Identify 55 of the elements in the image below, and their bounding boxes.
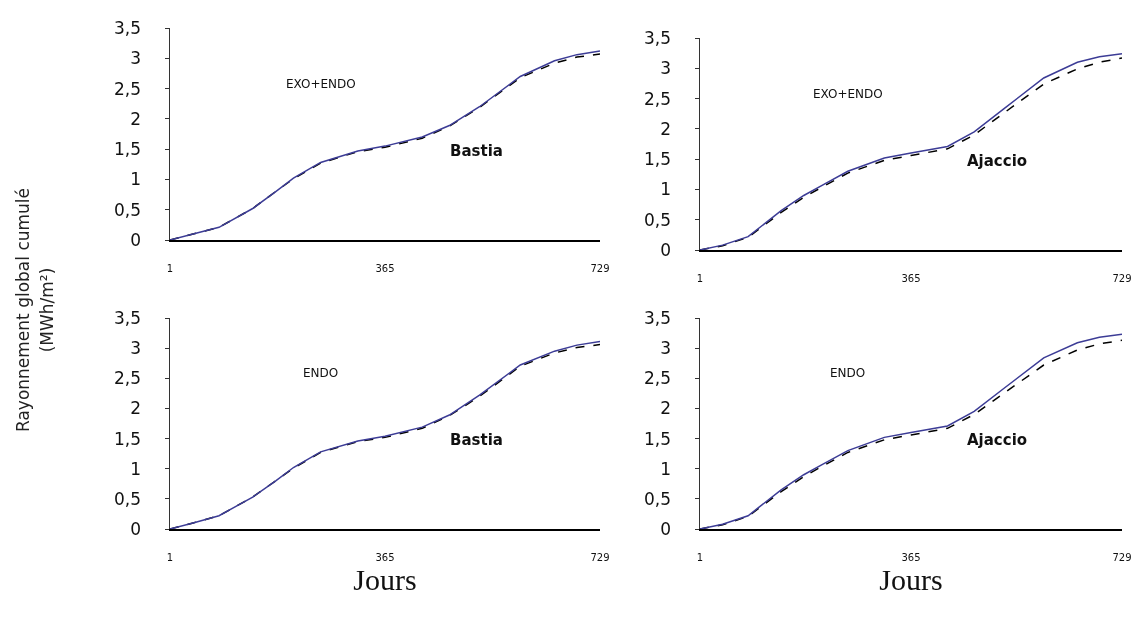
x-tick-label: 1 — [696, 551, 704, 563]
y-tick-label: 0 — [660, 239, 672, 260]
y-tick-label: 2,5 — [114, 78, 142, 99]
y-tick-label: 2 — [130, 398, 142, 419]
y-tick-label: 1,5 — [114, 428, 142, 449]
annotation: Ajaccio — [967, 431, 1028, 449]
annotation: ENDO — [830, 366, 866, 380]
x-tick-label: 1 — [166, 551, 174, 563]
y-tick-label: 2,5 — [114, 368, 142, 389]
y-tick-label: 3,5 — [114, 307, 142, 328]
y-tick-label: 3,5 — [114, 17, 142, 38]
y-tick-label: 2,5 — [644, 368, 672, 389]
y-tick-label: 3,5 — [644, 307, 672, 328]
y-tick-label: 0,5 — [644, 488, 672, 509]
y-tick-label: 1 — [660, 179, 672, 200]
y-tick-label: 0,5 — [644, 209, 672, 230]
annotation: Bastia — [450, 431, 503, 449]
y-tick-label: 1 — [130, 458, 142, 479]
y-tick-label: 3 — [130, 338, 142, 359]
x-tick-label: 729 — [590, 262, 610, 274]
x-axis-title: Jours — [879, 562, 943, 596]
y-tick-label: 0,5 — [114, 488, 142, 509]
x-tick-label: 1 — [166, 262, 174, 274]
y-tick-label: 2,5 — [644, 88, 672, 109]
y-tick-label: 0,5 — [114, 199, 142, 220]
y-tick-label: 1,5 — [644, 149, 672, 170]
x-axis-title: Jours — [353, 562, 417, 596]
y-tick-label: 1,5 — [644, 428, 672, 449]
annotation: EXO+ENDO — [286, 77, 356, 91]
y-tick-label: 2 — [660, 398, 672, 419]
y-tick-label: 1 — [660, 458, 672, 479]
y-tick-label: 1 — [130, 169, 142, 190]
y-tick-label: 0 — [660, 518, 672, 539]
y-tick-label: 0 — [130, 229, 142, 250]
annotation: EXO+ENDO — [813, 87, 883, 101]
x-tick-label: 729 — [1112, 551, 1132, 563]
x-tick-label: 365 — [375, 262, 395, 274]
x-tick-label: 365 — [901, 272, 921, 284]
x-tick-label: 1 — [696, 272, 704, 284]
y-tick-label: 0 — [130, 518, 142, 539]
y-tick-label: 3 — [660, 338, 672, 359]
annotation: ENDO — [303, 366, 339, 380]
y-tick-label: 3 — [130, 48, 142, 69]
annotation: Ajaccio — [967, 152, 1028, 170]
y-tick-label: 3 — [660, 58, 672, 79]
y-tick-label: 1,5 — [114, 139, 142, 160]
y-tick-label: 2 — [130, 108, 142, 129]
annotation: Bastia — [450, 142, 503, 160]
x-tick-label: 729 — [590, 551, 610, 563]
x-tick-label: 729 — [1112, 272, 1132, 284]
y-tick-label: 2 — [660, 118, 672, 139]
x-tick-label: 365 — [375, 551, 395, 563]
y-tick-label: 3,5 — [644, 27, 672, 48]
x-tick-label: 365 — [901, 551, 921, 563]
y-axis-title: Rayonnement global cumulé (MWh/m²) — [12, 187, 58, 432]
